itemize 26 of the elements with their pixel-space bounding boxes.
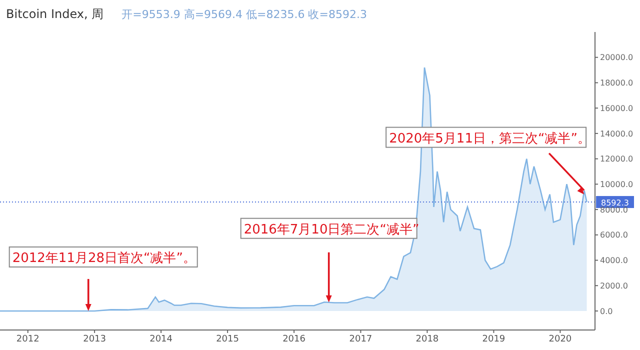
y-tick-label: 18000.0	[600, 78, 634, 88]
y-tick-label: 12000.0	[600, 154, 634, 164]
ref-line-label: 8592.3	[601, 198, 629, 208]
chart-title: Bitcoin Index, 周	[6, 7, 104, 21]
x-tick-label: 2020	[548, 334, 572, 344]
annotation: 2020年5月11日，第三次“减半”。	[389, 131, 590, 146]
annotation: 2012年11月28日首次“减半”。	[12, 250, 196, 266]
y-tick-label: 10000.0	[600, 180, 634, 190]
x-tick-label: 2014	[150, 334, 173, 344]
x-tick-label: 2016	[282, 334, 306, 344]
y-tick-label: 20000.0	[600, 53, 634, 62]
x-tick-label: 2012	[16, 334, 40, 344]
y-tick-label: 16000.0	[600, 104, 634, 113]
x-tick-label: 2013	[83, 334, 106, 344]
y-tick-label: 2000.0	[600, 281, 628, 290]
y-tick-label: 14000.0	[600, 129, 634, 138]
x-tick-label: 2017	[349, 334, 372, 344]
annotation: 2016年7月10日第二次“减半”	[244, 222, 420, 238]
y-tick-label: 4000.0	[600, 256, 628, 266]
x-tick-label: 2019	[482, 334, 506, 344]
chart-subtitle: 开=9553.9 高=9569.4 低=8235.6 收=8592.3	[122, 8, 367, 21]
y-tick-label: 8000.0	[600, 205, 628, 214]
x-tick-label: 2015	[216, 334, 239, 344]
y-tick-label: 6000.0	[600, 230, 628, 240]
y-tick-label: 0.0	[600, 306, 613, 316]
x-tick-label: 2018	[416, 334, 439, 344]
